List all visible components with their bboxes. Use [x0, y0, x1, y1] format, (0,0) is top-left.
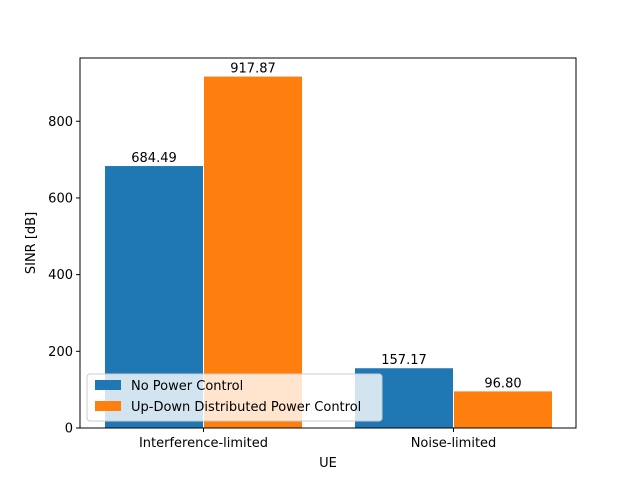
legend-label: Up-Down Distributed Power Control: [131, 400, 361, 415]
bar-value-label: 684.49: [131, 151, 177, 166]
bar-1-1: [453, 390, 553, 429]
x-axis-label: UE: [319, 456, 337, 471]
y-tick-label: 400: [48, 268, 73, 283]
y-tick-label: 800: [48, 115, 73, 130]
bars-group: [104, 75, 553, 429]
legend: No Power Control Up-Down Distributed Powe…: [86, 373, 383, 422]
y-axis: 0 200 400 600 800: [48, 115, 80, 437]
x-tick-label: Interference-limited: [139, 436, 268, 451]
bar-labels-group: 684.49 157.17 917.87 96.80: [131, 62, 521, 392]
x-axis: Interference-limited Noise-limited: [139, 428, 496, 451]
bar-1-0: [203, 75, 303, 429]
bar-value-label: 157.17: [381, 353, 427, 368]
legend-swatch: [95, 380, 121, 390]
plot-frame: [79, 57, 577, 429]
y-tick-label: 600: [48, 191, 73, 206]
bar-value-label: 96.80: [484, 376, 521, 391]
legend-label: No Power Control: [131, 379, 243, 394]
y-tick-label: 200: [48, 345, 73, 360]
y-tick-label: 0: [65, 422, 73, 437]
legend-box: [86, 373, 383, 422]
bar-value-label: 917.87: [230, 62, 276, 77]
legend-swatch: [95, 401, 121, 411]
x-tick-label: Noise-limited: [411, 436, 497, 451]
y-axis-label: SINR [dB]: [24, 212, 39, 274]
